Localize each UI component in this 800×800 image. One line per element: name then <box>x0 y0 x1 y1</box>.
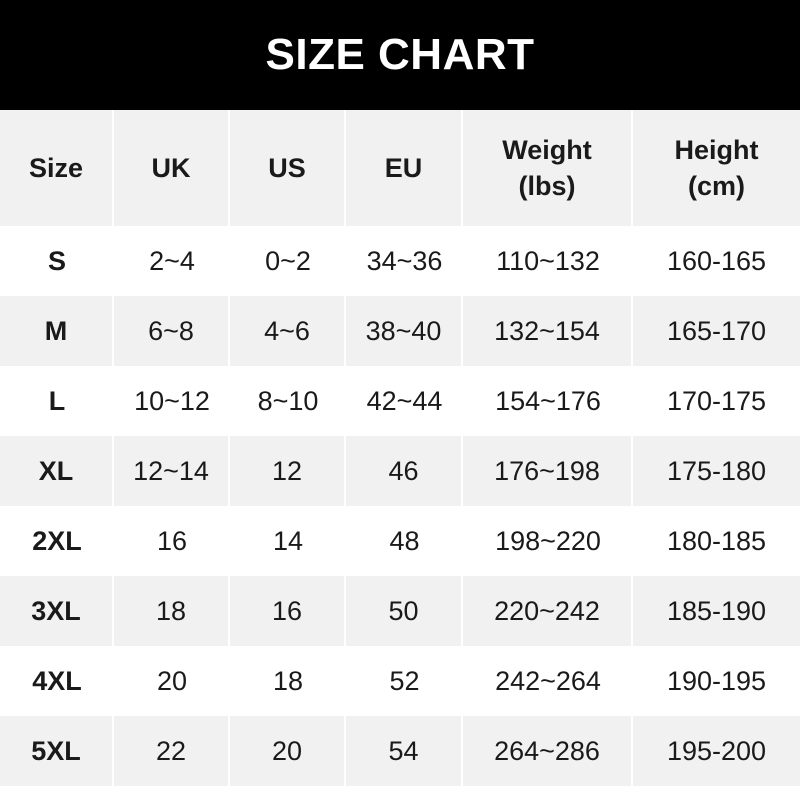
table-cell: 2~4 <box>114 226 230 296</box>
table-row: 2XL 16 14 48 198~220 180-185 <box>0 506 800 576</box>
table-cell: 50 <box>346 576 463 646</box>
size-label: 3XL <box>0 576 114 646</box>
table-cell: 110~132 <box>463 226 633 296</box>
table-cell: 154~176 <box>463 366 633 436</box>
column-header: Height (cm) <box>633 110 800 226</box>
table-cell: 42~44 <box>346 366 463 436</box>
table-cell: 20 <box>114 646 230 716</box>
table-cell: 10~12 <box>114 366 230 436</box>
table-cell: 54 <box>346 716 463 786</box>
table-cell: 16 <box>114 506 230 576</box>
table-cell: 48 <box>346 506 463 576</box>
table-cell: 22 <box>114 716 230 786</box>
table-row: M 6~8 4~6 38~40 132~154 165-170 <box>0 296 800 366</box>
table-cell: 170-175 <box>633 366 800 436</box>
table-cell: 4~6 <box>230 296 346 366</box>
size-label: M <box>0 296 114 366</box>
table-cell: 190-195 <box>633 646 800 716</box>
table-cell: 18 <box>114 576 230 646</box>
table-cell: 12 <box>230 436 346 506</box>
header-row: Size UK US EU Weight (lbs) Height (cm) <box>0 110 800 226</box>
table-row: XL 12~14 12 46 176~198 175-180 <box>0 436 800 506</box>
size-label: XL <box>0 436 114 506</box>
table-cell: 16 <box>230 576 346 646</box>
table-row: 4XL 20 18 52 242~264 190-195 <box>0 646 800 716</box>
size-table: Size UK US EU Weight (lbs) Height (cm) S 2~4 0~2… <box>0 110 800 786</box>
column-header: UK <box>114 110 230 226</box>
size-label: L <box>0 366 114 436</box>
table-cell: 0~2 <box>230 226 346 296</box>
table-cell: 46 <box>346 436 463 506</box>
table-cell: 220~242 <box>463 576 633 646</box>
column-header: Weight (lbs) <box>463 110 633 226</box>
table-cell: 34~36 <box>346 226 463 296</box>
table-row: 5XL 22 20 54 264~286 195-200 <box>0 716 800 786</box>
table-cell: 242~264 <box>463 646 633 716</box>
table-cell: 264~286 <box>463 716 633 786</box>
table-cell: 185-190 <box>633 576 800 646</box>
table-cell: 132~154 <box>463 296 633 366</box>
column-header: US <box>230 110 346 226</box>
table-cell: 52 <box>346 646 463 716</box>
table-row: S 2~4 0~2 34~36 110~132 160-165 <box>0 226 800 296</box>
table-cell: 20 <box>230 716 346 786</box>
table-row: 3XL 18 16 50 220~242 185-190 <box>0 576 800 646</box>
size-label: 4XL <box>0 646 114 716</box>
table-cell: 195-200 <box>633 716 800 786</box>
table-row: L 10~12 8~10 42~44 154~176 170-175 <box>0 366 800 436</box>
table-cell: 165-170 <box>633 296 800 366</box>
size-label: S <box>0 226 114 296</box>
table-cell: 6~8 <box>114 296 230 366</box>
table-cell: 12~14 <box>114 436 230 506</box>
table-cell: 160-165 <box>633 226 800 296</box>
size-chart-title: SIZE CHART <box>0 0 800 110</box>
size-label: 2XL <box>0 506 114 576</box>
table-cell: 180-185 <box>633 506 800 576</box>
table-cell: 14 <box>230 506 346 576</box>
table-cell: 176~198 <box>463 436 633 506</box>
column-header: EU <box>346 110 463 226</box>
table-cell: 18 <box>230 646 346 716</box>
table-cell: 175-180 <box>633 436 800 506</box>
table-cell: 38~40 <box>346 296 463 366</box>
table-cell: 198~220 <box>463 506 633 576</box>
table-cell: 8~10 <box>230 366 346 436</box>
column-header: Size <box>0 110 114 226</box>
size-label: 5XL <box>0 716 114 786</box>
